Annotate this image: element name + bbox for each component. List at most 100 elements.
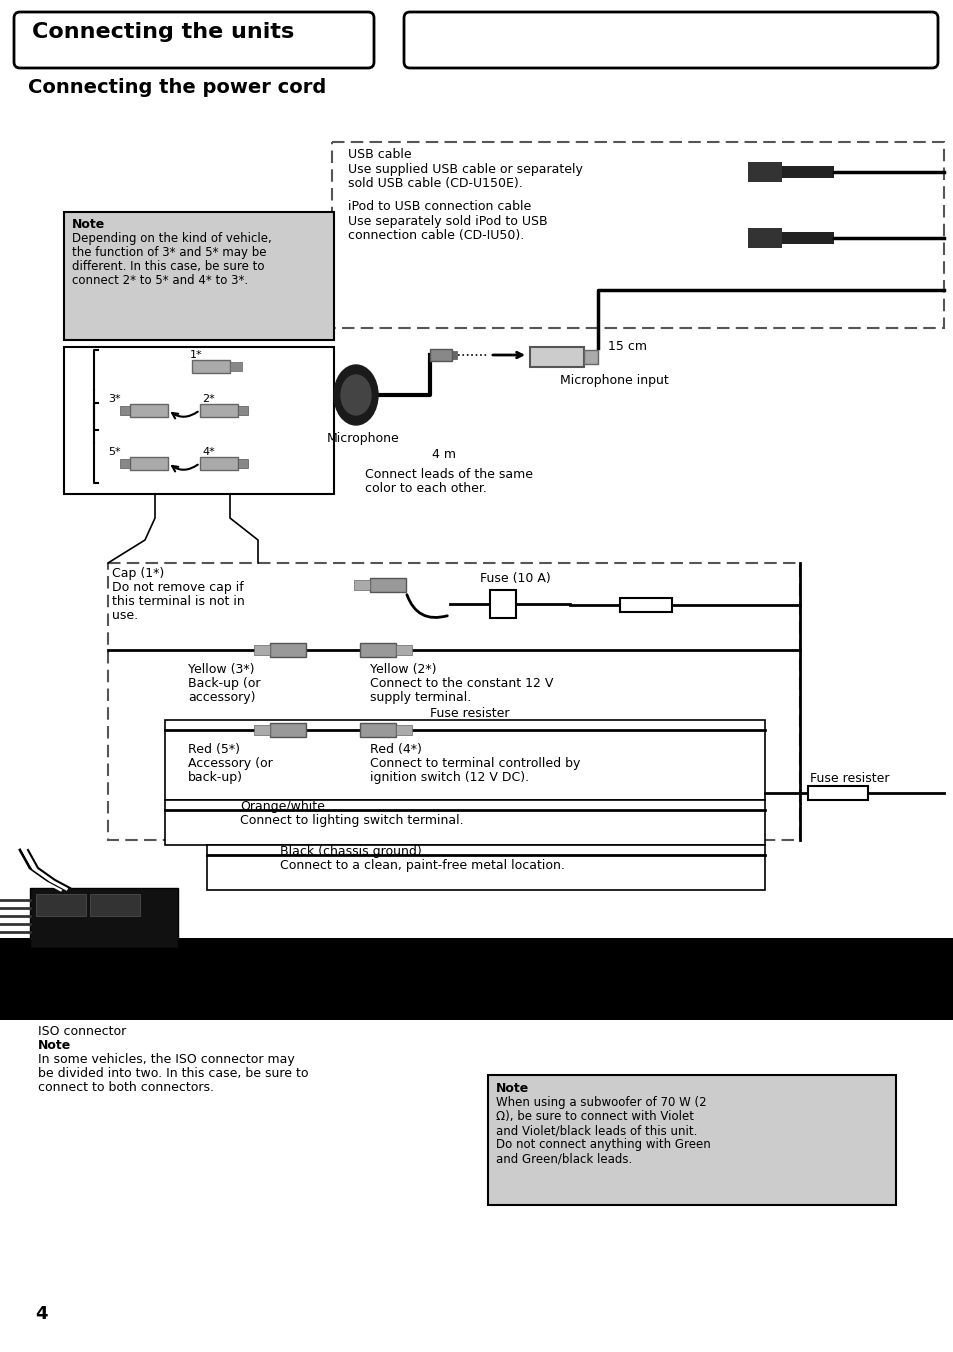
Bar <box>207 845 764 890</box>
Bar <box>619 598 671 612</box>
Bar <box>781 166 833 178</box>
Bar <box>452 352 456 360</box>
Bar <box>108 562 800 840</box>
Text: connection cable (CD-IU50).: connection cable (CD-IU50). <box>348 228 524 242</box>
Bar <box>90 894 140 917</box>
Text: Fuse (10 A): Fuse (10 A) <box>479 572 550 585</box>
Text: Use separately sold iPod to USB: Use separately sold iPod to USB <box>348 215 547 228</box>
Bar <box>370 579 406 592</box>
Text: Accessory (or: Accessory (or <box>188 757 273 771</box>
Bar <box>395 645 412 654</box>
Bar <box>165 721 764 800</box>
Bar <box>36 894 86 917</box>
Text: back-up): back-up) <box>188 771 243 784</box>
Text: Do not remove cap if: Do not remove cap if <box>112 581 244 594</box>
Text: the function of 3* and 5* may be: the function of 3* and 5* may be <box>71 246 266 260</box>
Bar <box>120 458 130 468</box>
Text: Note: Note <box>38 1038 71 1052</box>
Bar <box>488 1075 895 1205</box>
Text: ignition switch (12 V DC).: ignition switch (12 V DC). <box>370 771 529 784</box>
Text: Connect to a clean, paint-free metal location.: Connect to a clean, paint-free metal loc… <box>280 859 564 872</box>
Text: this terminal is not in: this terminal is not in <box>112 595 245 608</box>
Text: and Green/black leads.: and Green/black leads. <box>496 1152 632 1165</box>
Text: Do not connect anything with Green: Do not connect anything with Green <box>496 1138 710 1151</box>
Bar <box>0 938 953 1019</box>
FancyBboxPatch shape <box>403 12 937 68</box>
Text: Red (4*): Red (4*) <box>370 744 421 756</box>
Bar <box>253 645 270 654</box>
Text: be divided into two. In this case, be sure to: be divided into two. In this case, be su… <box>38 1067 308 1080</box>
Text: Microphone input: Microphone input <box>559 375 668 387</box>
Bar <box>395 725 412 735</box>
Bar <box>64 347 334 493</box>
Bar <box>359 723 395 737</box>
Bar <box>359 644 395 657</box>
Text: different. In this case, be sure to: different. In this case, be sure to <box>71 260 264 273</box>
Text: iPod to USB connection cable: iPod to USB connection cable <box>348 200 531 214</box>
Text: 4 m: 4 m <box>432 448 456 461</box>
Text: accessory): accessory) <box>188 691 255 704</box>
Bar <box>270 644 306 657</box>
Text: Connect leads of the same: Connect leads of the same <box>365 468 533 481</box>
Bar <box>747 228 781 247</box>
Text: Cap (1*): Cap (1*) <box>112 566 164 580</box>
Text: Microphone: Microphone <box>327 433 399 445</box>
Bar <box>237 458 248 468</box>
Text: Back-up (or: Back-up (or <box>188 677 260 690</box>
Text: Connect to the constant 12 V: Connect to the constant 12 V <box>370 677 553 690</box>
Text: Orange/white: Orange/white <box>240 800 325 813</box>
Text: color to each other.: color to each other. <box>365 483 486 495</box>
Text: connect to both connectors.: connect to both connectors. <box>38 1082 213 1094</box>
Bar <box>200 404 237 416</box>
Text: 2*: 2* <box>202 393 214 404</box>
Text: Connecting the power cord: Connecting the power cord <box>28 78 326 97</box>
Bar <box>30 888 178 948</box>
Text: Ω), be sure to connect with Violet: Ω), be sure to connect with Violet <box>496 1110 693 1124</box>
Text: USB cable: USB cable <box>348 147 411 161</box>
Text: Yellow (2*): Yellow (2*) <box>370 662 436 676</box>
Bar <box>230 362 242 370</box>
Text: Connect to terminal controlled by: Connect to terminal controlled by <box>370 757 579 771</box>
Text: Fuse resister: Fuse resister <box>809 772 888 786</box>
Bar <box>354 580 370 589</box>
Bar <box>530 347 583 366</box>
Text: Connecting the units: Connecting the units <box>32 22 294 42</box>
Text: ISO connector: ISO connector <box>38 1025 126 1038</box>
Bar <box>64 212 334 339</box>
Ellipse shape <box>334 365 377 425</box>
Bar <box>583 350 598 364</box>
FancyBboxPatch shape <box>14 12 374 68</box>
Text: supply terminal.: supply terminal. <box>370 691 471 704</box>
Ellipse shape <box>340 375 371 415</box>
Text: use.: use. <box>112 608 138 622</box>
Text: sold USB cable (CD-U150E).: sold USB cable (CD-U150E). <box>348 177 522 191</box>
Text: When using a subwoofer of 70 W (2: When using a subwoofer of 70 W (2 <box>496 1096 706 1109</box>
Bar <box>270 723 306 737</box>
Bar <box>165 800 764 845</box>
Bar <box>781 233 833 243</box>
Bar <box>120 406 130 415</box>
Bar <box>192 360 230 373</box>
Text: In some vehicles, the ISO connector may: In some vehicles, the ISO connector may <box>38 1053 294 1065</box>
Text: and Violet/black leads of this unit.: and Violet/black leads of this unit. <box>496 1124 697 1137</box>
Text: Use supplied USB cable or separately: Use supplied USB cable or separately <box>348 164 582 176</box>
Text: Depending on the kind of vehicle,: Depending on the kind of vehicle, <box>71 233 272 245</box>
Text: Yellow (3*): Yellow (3*) <box>188 662 254 676</box>
Text: 5*: 5* <box>108 448 120 457</box>
Bar <box>332 142 943 329</box>
Bar <box>253 725 270 735</box>
Bar <box>747 162 781 183</box>
Text: Fuse resister: Fuse resister <box>430 707 509 721</box>
Text: Note: Note <box>71 218 105 231</box>
Text: Red (5*): Red (5*) <box>188 744 240 756</box>
Bar <box>200 457 237 470</box>
Text: 3*: 3* <box>108 393 120 404</box>
Text: Connect to lighting switch terminal.: Connect to lighting switch terminal. <box>240 814 463 827</box>
Bar <box>807 786 867 800</box>
Bar <box>130 457 168 470</box>
Text: 1*: 1* <box>190 350 202 360</box>
Bar <box>490 589 516 618</box>
Text: 15 cm: 15 cm <box>607 339 646 353</box>
Text: Black (chassis ground): Black (chassis ground) <box>280 845 421 859</box>
Text: 4*: 4* <box>202 448 214 457</box>
